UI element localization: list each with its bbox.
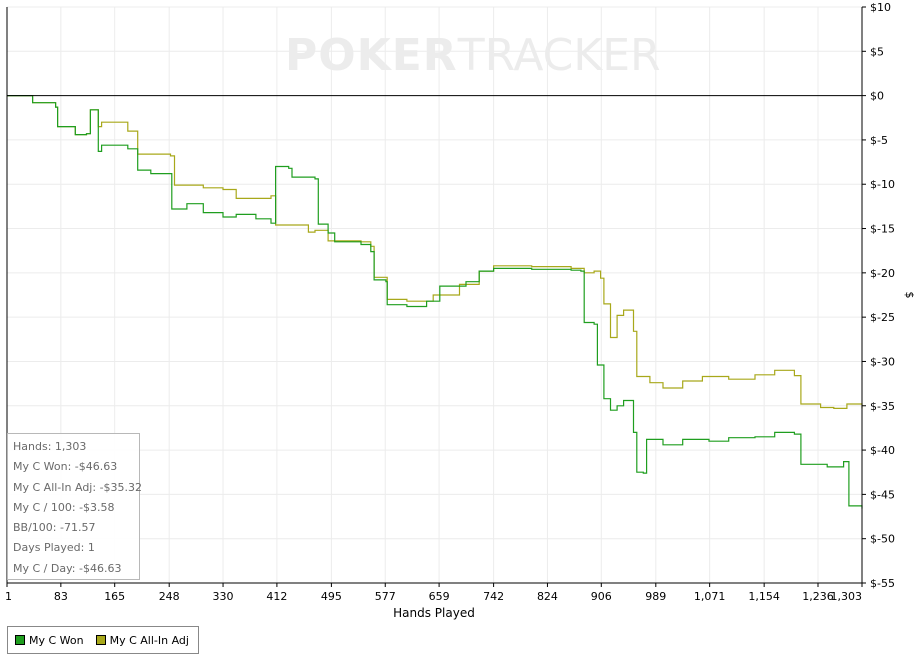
y-tick-label: $-10: [870, 178, 895, 191]
x-tick-label: 1,303: [831, 590, 863, 603]
y-tick-label: $-30: [870, 355, 895, 368]
legend-swatch-won: [15, 635, 25, 645]
stat-per-day: My C / Day: -$46.63: [13, 561, 122, 575]
series-layer: [7, 95, 863, 509]
series-line-all-in-adj: [7, 95, 863, 409]
x-tick-label: 1,154: [748, 590, 780, 603]
y-axis-label: $: [903, 292, 916, 299]
stat-all-in-adj: My C All-In Adj: -$35.32: [13, 480, 143, 494]
y-tick-label: $-35: [870, 400, 895, 413]
x-tick-label: 659: [429, 590, 450, 603]
stat-hands: Hands: 1,303: [13, 440, 87, 453]
x-tick-label: 742: [483, 590, 504, 603]
y-tick-label: $-40: [870, 444, 895, 457]
x-axis-label: Hands Played: [393, 606, 475, 620]
watermark-part-2: TRACKER: [457, 30, 661, 81]
chart-legend: My C Won My C All-In Adj: [7, 626, 199, 654]
x-tick-label: 412: [266, 590, 287, 603]
x-tick-label: 577: [375, 590, 396, 603]
y-tick-label: $-5: [870, 134, 888, 147]
y-tick-label: $-50: [870, 533, 895, 546]
watermark-part-1: POKER: [285, 30, 458, 81]
y-tick-label: $10: [870, 1, 891, 14]
x-tick-label: 906: [591, 590, 612, 603]
x-tick-label: 330: [213, 590, 234, 603]
x-tick-label: 824: [537, 590, 558, 603]
axes: $10 $5 $0 $-5 $-10 $-15 $-20 $-25 $-30 $-35 $-40 $-…: [5, 1, 895, 603]
y-tick-label: $-20: [870, 267, 895, 280]
legend-item-all-in-adj[interactable]: My C All-In Adj: [95, 633, 189, 647]
y-tick-label: $-45: [870, 488, 895, 501]
x-tick-label: 83: [54, 590, 68, 603]
y-tick-label: $-25: [870, 311, 895, 324]
series-line-won: [7, 95, 863, 509]
x-tick-label: 1: [5, 590, 12, 603]
x-tick-label: 495: [321, 590, 342, 603]
pokertracker-watermark-logo: POKERTRACKER: [285, 30, 661, 81]
legend-label-won: My C Won: [29, 633, 84, 647]
stat-won: My C Won: -$46.63: [13, 460, 118, 474]
stat-per-100: My C / 100: -$3.58: [13, 500, 115, 514]
x-tick-label: 989: [645, 590, 666, 603]
legend-label-all-in-adj: My C All-In Adj: [109, 633, 189, 647]
y-tick-label: $-55: [870, 577, 895, 590]
x-tick-label: 165: [104, 590, 125, 603]
x-tick-label: 248: [159, 590, 180, 603]
stat-days-played: Days Played: 1: [13, 541, 95, 555]
y-tick-label: $-15: [870, 223, 895, 236]
x-tick-label: 1,071: [694, 590, 726, 603]
x-tick-label: 1,236: [802, 590, 834, 603]
stat-bb-100: BB/100: -71.57: [13, 521, 96, 535]
legend-swatch-all-in-adj: [95, 635, 106, 645]
legend-item-won[interactable]: My C Won: [15, 634, 84, 647]
y-tick-label: $0: [870, 90, 884, 103]
y-tick-label: $5: [870, 45, 884, 58]
stats-summary-box: Hands: 1,303 My C Won: -$46.63 My C All-…: [7, 433, 143, 580]
